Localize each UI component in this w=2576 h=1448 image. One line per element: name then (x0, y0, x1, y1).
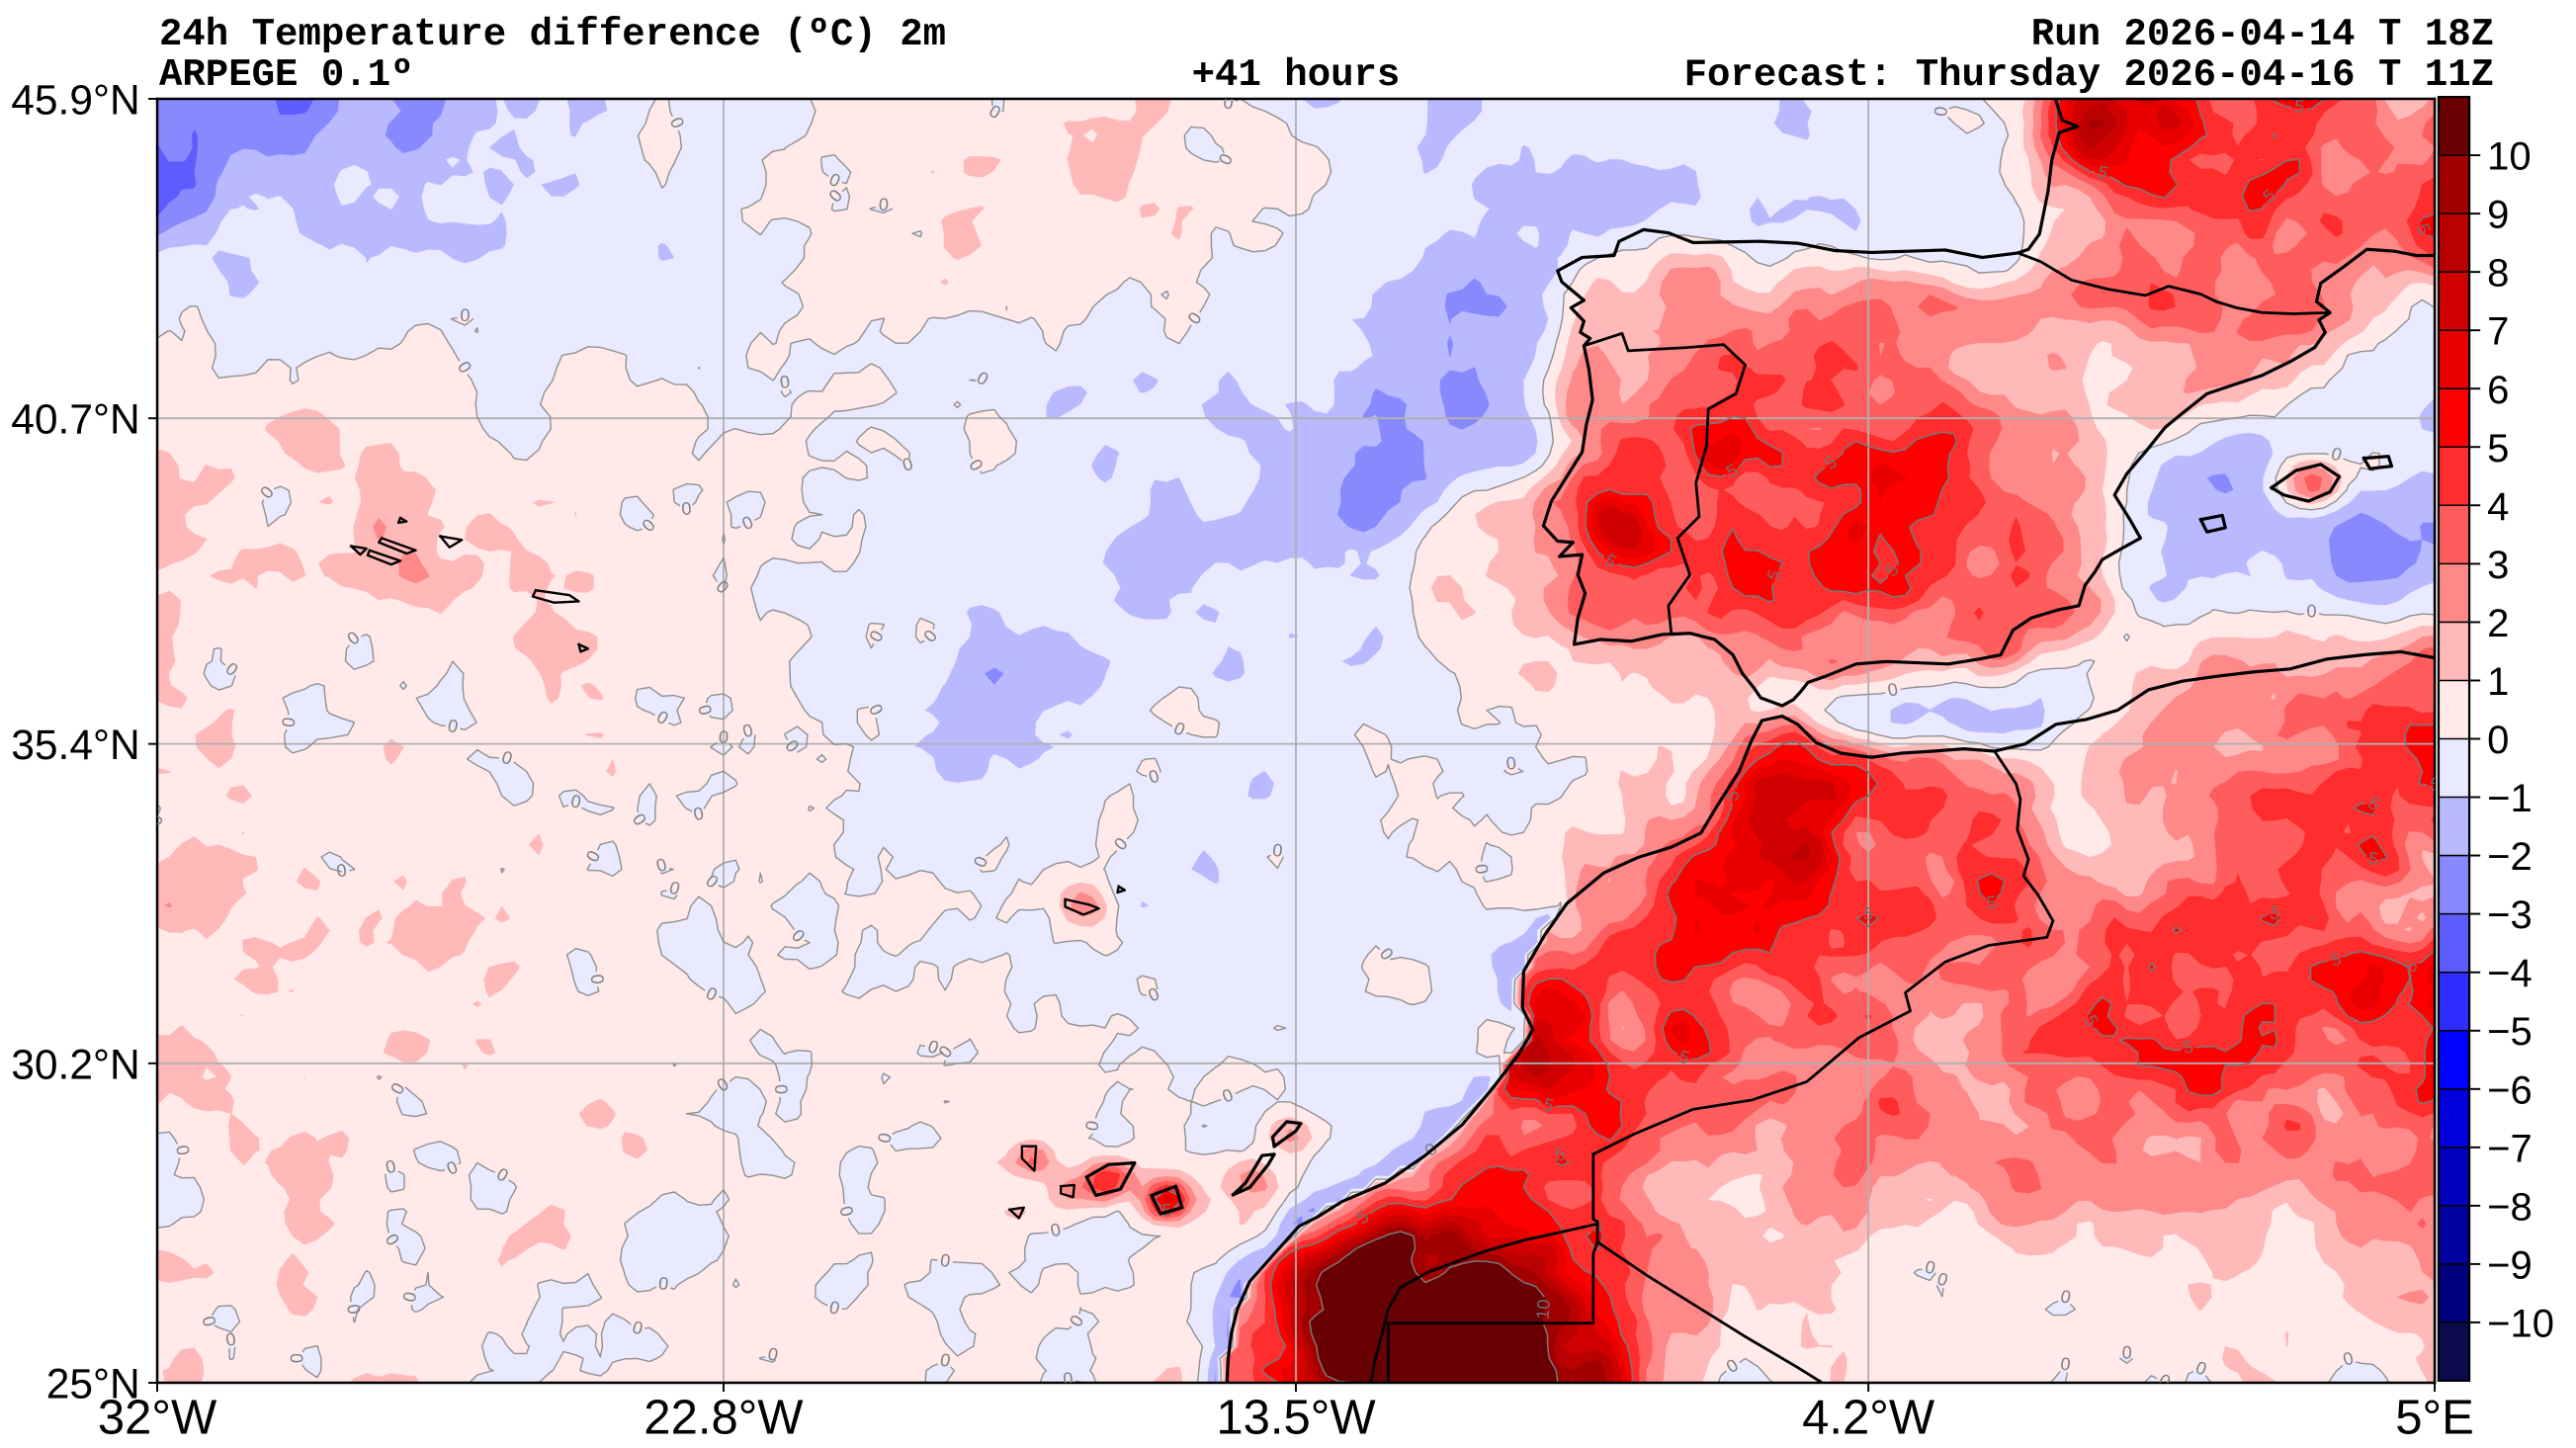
svg-text:0: 0 (779, 372, 791, 392)
svg-text:0: 0 (657, 1273, 669, 1294)
svg-text:0: 0 (446, 716, 460, 737)
svg-text:5: 5 (2366, 848, 2380, 870)
svg-text:0: 0 (2121, 1342, 2132, 1362)
svg-text:0: 0 (1222, 92, 1234, 113)
svg-text:0: 0 (1049, 1220, 1063, 1241)
svg-text:0: 0 (718, 726, 730, 747)
svg-text:10: 10 (1532, 1299, 1554, 1320)
svg-text:35.4°N: 35.4°N (11, 723, 139, 769)
svg-text:6: 6 (2487, 369, 2509, 412)
svg-text:5: 5 (2268, 902, 2281, 924)
svg-text:0: 0 (287, 1353, 306, 1363)
svg-text:0: 0 (2341, 1348, 2356, 1370)
svg-text:0: 0 (900, 454, 914, 475)
svg-text:30.2°N: 30.2°N (11, 1042, 139, 1088)
svg-text:0: 0 (878, 195, 890, 215)
svg-text:7: 7 (2487, 310, 2509, 354)
svg-text:−4: −4 (2487, 952, 2533, 995)
svg-text:45.9°N: 45.9°N (11, 77, 139, 124)
svg-text:0: 0 (460, 305, 471, 326)
svg-text:Forecast: Thursday 2026-04-16: Forecast: Thursday 2026-04-16 T 11Z (1684, 53, 2494, 97)
svg-text:0: 0 (2059, 1286, 2073, 1308)
svg-text:0: 0 (587, 974, 608, 985)
svg-text:−5: −5 (2487, 1010, 2533, 1054)
svg-text:0: 0 (198, 1314, 219, 1328)
svg-text:4: 4 (2487, 485, 2509, 529)
svg-text:0: 0 (631, 1318, 645, 1339)
svg-text:Run 2026-04-14 T 18Z: Run 2026-04-14 T 18Z (2031, 13, 2494, 56)
svg-text:0: 0 (827, 1297, 841, 1319)
svg-text:24h Temperature difference (ºC: 24h Temperature difference (ºC) 2m (159, 13, 946, 56)
svg-text:0: 0 (384, 1156, 397, 1178)
svg-text:5: 5 (2429, 774, 2441, 795)
svg-text:0: 0 (654, 854, 669, 876)
svg-text:5: 5 (1541, 1094, 1556, 1116)
svg-text:−6: −6 (2487, 1068, 2533, 1112)
svg-text:0: 0 (874, 1132, 896, 1146)
svg-text:5: 5 (2182, 1037, 2194, 1058)
svg-text:5: 5 (1863, 903, 1874, 923)
svg-text:13.5°W: 13.5°W (1216, 1392, 1376, 1445)
svg-text:−9: −9 (2487, 1243, 2533, 1287)
svg-text:0: 0 (569, 791, 582, 811)
svg-text:4.2°W: 4.2°W (1802, 1392, 1935, 1445)
svg-text:0: 0 (1147, 766, 1161, 788)
svg-text:0: 0 (1923, 1256, 1937, 1278)
svg-text:8: 8 (2487, 252, 2509, 296)
svg-text:5: 5 (1986, 893, 1997, 913)
svg-text:5: 5 (2487, 427, 2509, 470)
svg-text:0: 0 (740, 720, 755, 741)
svg-text:0: 0 (692, 804, 706, 825)
svg-text:0: 0 (1505, 753, 1517, 774)
svg-text:0: 0 (2487, 719, 2509, 762)
svg-text:+41 hours: +41 hours (1192, 53, 1401, 97)
svg-text:−10: −10 (2487, 1302, 2554, 1345)
svg-text:0: 0 (399, 1290, 421, 1304)
svg-text:0: 0 (343, 1303, 364, 1316)
svg-text:0: 0 (2059, 1354, 2072, 1375)
svg-text:−1: −1 (2487, 777, 2533, 820)
svg-text:0: 0 (1471, 863, 1492, 875)
svg-text:0: 0 (145, 812, 167, 827)
svg-text:0: 0 (224, 1329, 237, 1350)
svg-text:2: 2 (2487, 602, 2509, 645)
svg-text:0: 0 (335, 860, 348, 881)
svg-text:0: 0 (1271, 840, 1283, 861)
svg-text:25°N: 25°N (46, 1361, 140, 1407)
svg-text:0: 0 (2306, 601, 2316, 621)
svg-text:5: 5 (2329, 949, 2344, 971)
svg-text:−8: −8 (2487, 1185, 2533, 1229)
svg-text:5°E: 5°E (2395, 1392, 2474, 1445)
svg-text:40.7°N: 40.7°N (11, 397, 139, 444)
svg-text:0: 0 (1081, 1119, 1103, 1133)
svg-text:−3: −3 (2487, 894, 2533, 937)
svg-text:9: 9 (2487, 194, 2509, 237)
svg-text:0: 0 (1063, 1369, 1074, 1390)
svg-text:0: 0 (771, 1084, 791, 1094)
svg-text:0: 0 (766, 1344, 779, 1365)
svg-text:0: 0 (1931, 106, 1951, 118)
svg-text:1: 1 (2487, 660, 2509, 704)
svg-text:10: 10 (2487, 135, 2531, 179)
svg-text:0: 0 (1886, 679, 1900, 701)
svg-text:22.8°W: 22.8°W (644, 1392, 804, 1445)
svg-text:32°W: 32°W (98, 1392, 217, 1445)
svg-text:−2: −2 (2487, 835, 2533, 879)
svg-text:5: 5 (1162, 1200, 1172, 1220)
svg-text:3: 3 (2487, 544, 2509, 587)
svg-text:5: 5 (2293, 96, 2305, 117)
svg-text:0: 0 (694, 703, 716, 718)
svg-text:ARPEGE 0.1º: ARPEGE 0.1º (159, 53, 414, 97)
svg-text:0: 0 (172, 1144, 193, 1156)
svg-text:5: 5 (1554, 1144, 1568, 1165)
svg-text:0: 0 (681, 498, 692, 519)
svg-text:0: 0 (279, 717, 300, 729)
svg-text:0: 0 (938, 1349, 952, 1371)
svg-text:0: 0 (939, 1250, 952, 1271)
svg-text:−7: −7 (2487, 1127, 2533, 1170)
